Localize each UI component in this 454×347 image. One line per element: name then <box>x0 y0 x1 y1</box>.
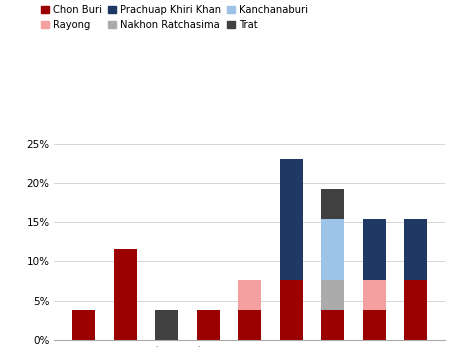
Bar <box>363 310 385 340</box>
Bar <box>321 219 344 280</box>
Bar <box>155 310 178 340</box>
Bar <box>72 310 95 340</box>
Bar <box>321 310 344 340</box>
Bar <box>321 280 344 310</box>
Bar <box>405 219 427 280</box>
Bar <box>363 219 385 280</box>
Bar <box>280 280 303 340</box>
Bar <box>405 280 427 340</box>
Bar <box>280 159 303 280</box>
Bar <box>238 280 261 310</box>
Legend: Chon Buri, Rayong, Prachuap Khiri Khan, Nakhon Ratchasima, Kanchanaburi, Trat: Chon Buri, Rayong, Prachuap Khiri Khan, … <box>41 5 308 30</box>
Bar <box>114 249 137 340</box>
Bar <box>197 310 220 340</box>
Bar <box>321 189 344 219</box>
Bar <box>238 310 261 340</box>
Bar <box>363 280 385 310</box>
